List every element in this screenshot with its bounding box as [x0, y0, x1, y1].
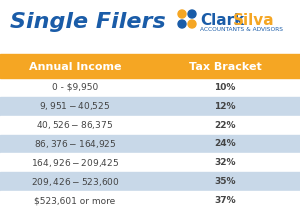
Circle shape — [188, 20, 196, 28]
Bar — [0, 97, 300, 116]
Text: $40,526 - $86,375: $40,526 - $86,375 — [37, 119, 113, 131]
Text: 12%: 12% — [214, 102, 236, 111]
Text: 35%: 35% — [214, 177, 236, 186]
Text: 24%: 24% — [214, 139, 236, 148]
Text: 37%: 37% — [214, 196, 236, 205]
Text: $164,926 - $209,425: $164,926 - $209,425 — [31, 157, 119, 169]
Text: $86,376 - $164,925: $86,376 - $164,925 — [34, 138, 116, 150]
Text: ACCOUNTANTS & ADVISORS: ACCOUNTANTS & ADVISORS — [200, 27, 283, 32]
Text: Clark: Clark — [200, 13, 244, 28]
Text: 0 - $9,950: 0 - $9,950 — [52, 83, 98, 92]
Circle shape — [178, 20, 186, 28]
Text: 22%: 22% — [214, 121, 236, 130]
Text: $209,426 - $523,600: $209,426 - $523,600 — [31, 176, 119, 188]
Text: 32%: 32% — [214, 158, 236, 167]
Text: Single Filers: Single Filers — [10, 12, 166, 32]
Text: $9,951 - $40,525: $9,951 - $40,525 — [39, 100, 111, 112]
Bar — [0, 78, 300, 97]
Text: Annual Income: Annual Income — [29, 62, 121, 72]
Text: $523,601 or more: $523,601 or more — [34, 196, 116, 205]
Bar — [0, 116, 300, 135]
Text: Tax Bracket: Tax Bracket — [189, 62, 261, 72]
Bar — [0, 172, 300, 191]
Bar — [0, 54, 300, 56]
Bar — [0, 191, 300, 210]
Circle shape — [188, 10, 196, 18]
Bar — [0, 56, 300, 78]
Bar — [0, 153, 300, 172]
Text: Silva: Silva — [233, 13, 274, 28]
Bar — [0, 135, 300, 153]
Text: 10%: 10% — [214, 83, 236, 92]
Circle shape — [178, 10, 186, 18]
